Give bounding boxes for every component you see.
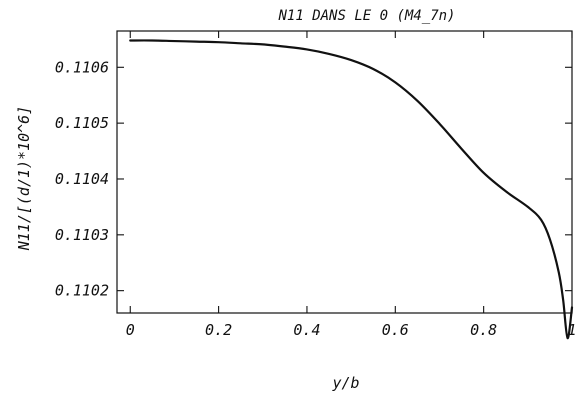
x-axis-label: y/b bbox=[331, 374, 359, 392]
y-tick-label: 0.1105 bbox=[55, 114, 109, 132]
data-curve bbox=[129, 39, 574, 340]
chart-title: N11 DANS LE 0 (M4_7n) bbox=[277, 8, 455, 24]
y-tick-label: 0.1103 bbox=[55, 226, 109, 244]
y-tick-label: 0.1102 bbox=[55, 282, 109, 300]
x-tick-label: 1 bbox=[567, 321, 576, 339]
x-tick-label: 0.8 bbox=[470, 321, 497, 339]
y-axis: 0.1102 0.1103 0.1104 0.1105 0.1106 bbox=[55, 58, 572, 300]
x-tick-label: 0.4 bbox=[293, 321, 320, 339]
x-tick-label: 0 bbox=[126, 321, 135, 339]
y-axis-label: N11/[(d/1)*10^6] bbox=[15, 106, 33, 252]
x-tick-label: 0.2 bbox=[205, 321, 232, 339]
plot-frame bbox=[116, 30, 573, 314]
x-axis: 0 0.2 0.4 0.6 0.8 1 bbox=[126, 31, 576, 339]
x-tick-label: 0.6 bbox=[382, 321, 409, 339]
y-tick-label: 0.1104 bbox=[55, 170, 109, 188]
y-tick-label: 0.1106 bbox=[55, 58, 109, 76]
